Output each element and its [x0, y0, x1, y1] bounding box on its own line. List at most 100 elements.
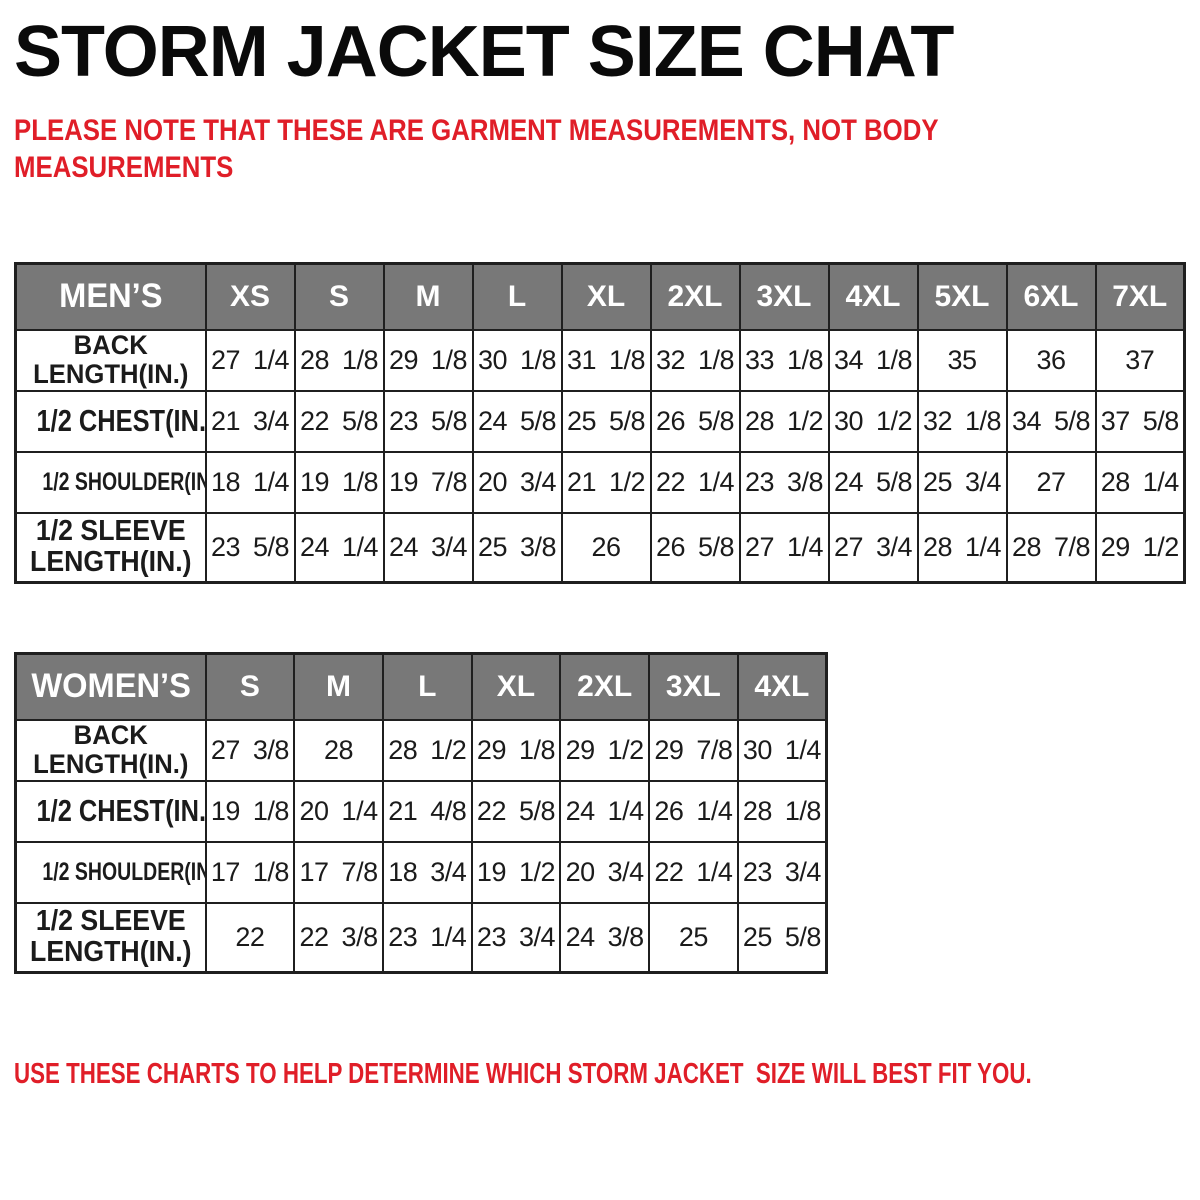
size-value-cell: 35: [916, 328, 1008, 392]
size-column-header: 7XL: [1094, 262, 1186, 331]
size-value-cell: 29 7/8: [648, 718, 739, 782]
measurement-row: 1/2 CHEST(IN.) 21 3/4 22 5/8 23 5/8 24 5/8 25…: [14, 389, 1186, 453]
size-value-cell: 28 7/8: [1005, 511, 1097, 584]
size-value-cell: 17 7/8: [293, 840, 384, 904]
row-label: 1/2 CHEST(IN.): [14, 779, 207, 843]
size-column-header: XL: [560, 262, 652, 331]
size-value-cell: 27: [1005, 450, 1097, 514]
size-column-header: 6XL: [1005, 262, 1097, 331]
size-value-cell: 30 1/4: [736, 718, 828, 782]
size-value-cell: 18 3/4: [381, 840, 473, 904]
row-label: BACK LENGTH(IN.): [14, 328, 207, 392]
size-value-cell: 24 5/8: [471, 389, 563, 453]
size-value-cell: 28: [293, 718, 384, 782]
measurement-row: BACK LENGTH(IN.) 27 1/4 28 1/8 29 1/8 30 1/8 3…: [14, 328, 1186, 392]
size-column-header: XL: [470, 652, 562, 721]
size-value-cell: 22 1/4: [649, 450, 741, 514]
size-value-cell: 22: [204, 901, 296, 974]
size-value-cell: 19 1/8: [293, 450, 385, 514]
womens-size-chart-table: WOMEN’S S M L XL 2XL 3XL 4XL BACK LENGTH(IN.) 27 3…: [14, 652, 828, 974]
size-column-header: 4XL: [736, 652, 828, 721]
row-label: 1/2 SHOULDER(IN.): [14, 840, 207, 904]
size-value-cell: 27 3/8: [204, 718, 296, 782]
size-value-cell: 29 1/8: [382, 328, 474, 392]
size-column-header: L: [471, 262, 563, 331]
size-value-cell: 26 5/8: [649, 511, 741, 584]
size-value-cell: 22 5/8: [470, 779, 562, 843]
size-column-header: 3XL: [738, 262, 830, 331]
size-column-header: 5XL: [916, 262, 1008, 331]
size-column-header: M: [293, 652, 384, 721]
size-value-cell: 22 3/8: [293, 901, 384, 974]
size-value-cell: 17 1/8: [204, 840, 296, 904]
row-label: BACK LENGTH(IN.): [14, 718, 207, 782]
size-value-cell: 34 5/8: [1005, 389, 1097, 453]
size-value-cell: 34 1/8: [827, 328, 919, 392]
measurement-row: 1/2 SLEEVE LENGTH(IN.) 23 5/8 24 1/4 24 3/4 2…: [14, 511, 1186, 584]
size-value-cell: 37: [1094, 328, 1186, 392]
mens-table-title: MEN’S: [14, 262, 207, 331]
size-value-cell: 19 1/8: [204, 779, 296, 843]
garment-measurements-note: PLEASE NOTE THAT THESE ARE GARMENT MEASU…: [14, 112, 1089, 186]
womens-table-title: WOMEN’S: [14, 652, 207, 721]
measurement-row: 1/2 SHOULDER(IN.) 17 1/8 17 7/8 18 3/4 19 1/…: [14, 840, 828, 904]
size-value-cell: 28 1/8: [736, 779, 828, 843]
size-value-cell: 21 4/8: [381, 779, 473, 843]
size-column-header: 2XL: [649, 262, 741, 331]
size-value-cell: 28 1/8: [293, 328, 385, 392]
size-value-cell: 33 1/8: [738, 328, 830, 392]
size-column-header: L: [381, 652, 473, 721]
size-value-cell: 28 1/2: [381, 718, 473, 782]
size-value-cell: 30 1/8: [471, 328, 563, 392]
size-value-cell: 24 3/4: [382, 511, 474, 584]
size-column-header: 2XL: [559, 652, 651, 721]
size-value-cell: 25 5/8: [736, 901, 828, 974]
size-header-row: MEN’S XS S M L XL 2XL 3XL 4XL 5XL 6XL 7XL: [14, 262, 1186, 331]
size-value-cell: 27 1/4: [738, 511, 830, 584]
size-value-cell: 23 3/8: [738, 450, 830, 514]
size-value-cell: 22 5/8: [293, 389, 385, 453]
size-value-cell: 28 1/4: [916, 511, 1008, 584]
row-label: 1/2 SHOULDER(IN.): [14, 450, 207, 514]
size-value-cell: 24 1/4: [293, 511, 385, 584]
size-header-row: WOMEN’S S M L XL 2XL 3XL 4XL: [14, 652, 828, 721]
row-label: 1/2 CHEST(IN.): [14, 389, 207, 453]
size-value-cell: 23 5/8: [204, 511, 296, 584]
measurement-row: 1/2 CHEST(IN.) 19 1/8 20 1/4 21 4/8 22 5/8 24…: [14, 779, 828, 843]
size-value-cell: 23 3/4: [470, 901, 562, 974]
size-value-cell: 25 5/8: [560, 389, 652, 453]
size-value-cell: 37 5/8: [1094, 389, 1186, 453]
size-value-cell: 18 1/4: [204, 450, 296, 514]
row-label: 1/2 SLEEVE LENGTH(IN.): [14, 901, 207, 974]
size-value-cell: 25 3/8: [471, 511, 563, 584]
size-value-cell: 26 1/4: [648, 779, 739, 843]
measurement-row: 1/2 SLEEVE LENGTH(IN.) 22 22 3/8 23 1/4 23 3/…: [14, 901, 828, 974]
size-value-cell: 25 3/4: [916, 450, 1008, 514]
size-value-cell: 21 1/2: [560, 450, 652, 514]
size-value-cell: 26: [560, 511, 652, 584]
size-value-cell: 30 1/2: [827, 389, 919, 453]
fit-advice-text-line: USE THESE CHARTS TO HELP DETERMINE WHICH…: [14, 1058, 1032, 1090]
size-value-cell: 27 3/4: [827, 511, 919, 584]
size-value-cell: 28 1/4: [1094, 450, 1186, 514]
size-value-cell: 36: [1005, 328, 1097, 392]
size-column-header: 4XL: [827, 262, 919, 331]
size-value-cell: 29 1/2: [1094, 511, 1186, 584]
note-line-text: PLEASE NOTE THAT THESE ARE GARMENT MEASU…: [14, 114, 939, 147]
fit-advice-text: USE THESE CHARTS TO HELP DETERMINE WHICH…: [14, 1058, 1200, 1091]
size-value-cell: 31 1/8: [560, 328, 652, 392]
size-column-header: M: [382, 262, 474, 331]
size-value-cell: 29 1/2: [559, 718, 651, 782]
size-column-header: 3XL: [648, 652, 739, 721]
page-title: STORM JACKET SIZE CHAT: [14, 12, 954, 92]
note-line-text: MEASUREMENTS: [14, 151, 234, 184]
measurement-row: 1/2 SHOULDER(IN.) 18 1/4 19 1/8 19 7/8 20 3/…: [14, 450, 1186, 514]
size-value-cell: 24 1/4: [559, 779, 651, 843]
note-line: MEASUREMENTS: [14, 149, 1089, 186]
size-value-cell: 28 1/2: [738, 389, 830, 453]
size-value-cell: 19 7/8: [382, 450, 474, 514]
size-value-cell: 26 5/8: [649, 389, 741, 453]
size-value-cell: 25: [648, 901, 739, 974]
size-value-cell: 21 3/4: [204, 389, 296, 453]
